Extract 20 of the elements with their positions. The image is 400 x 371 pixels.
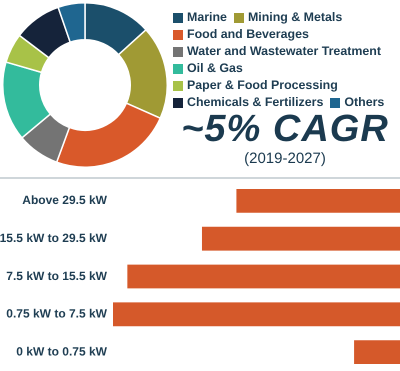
y-tick-label: Above 29.5 kW — [22, 193, 108, 208]
text: ~5% CAGR — [180, 108, 390, 150]
legend-label: Water and Wastewater Treatment — [186, 43, 381, 60]
bar — [202, 226, 400, 251]
y-tick-label: 15.5 kW to 29.5 kW — [0, 231, 108, 246]
y-tick-label: 0.75 kW to 7.5 kW — [6, 306, 108, 321]
bar — [113, 302, 400, 326]
legend-label: Paper & Food Processing — [186, 77, 338, 94]
legend-label: Mining & Metals — [246, 9, 342, 26]
y-tick-label: 0 kW to 0.75 kW — [16, 344, 108, 358]
legend-label: Oil & Gas — [186, 60, 243, 77]
bar — [354, 340, 400, 364]
legend-label: Food and Beverages — [186, 26, 309, 43]
text: (2019-2027) — [243, 150, 327, 168]
legend-label: Marine — [186, 9, 227, 26]
legend-label: Others — [343, 94, 384, 111]
bar — [127, 264, 400, 288]
bar — [236, 188, 400, 213]
legend-label: Chemicals & Fertilizers — [186, 94, 324, 111]
y-tick-label: 7.5 kW to 15.5 kW — [6, 268, 108, 283]
